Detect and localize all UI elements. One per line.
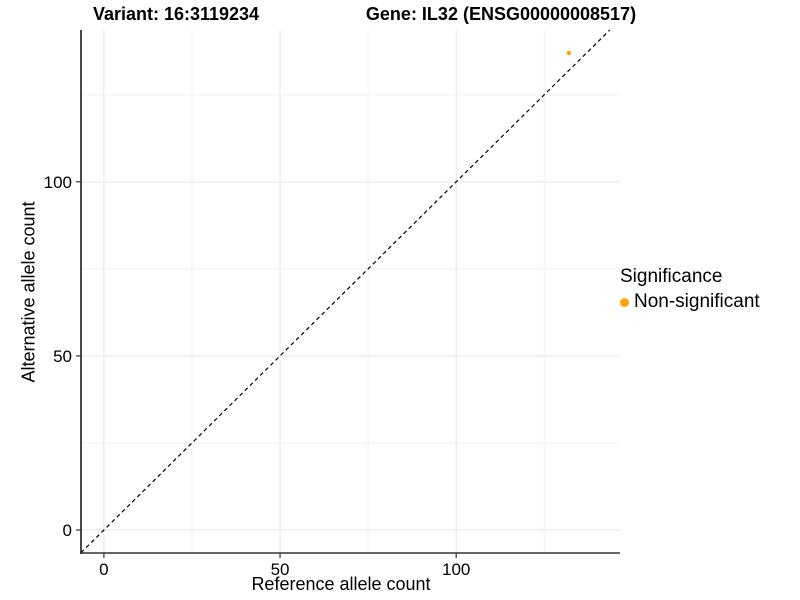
legend-title: Significance <box>620 266 723 287</box>
legend-point-icon <box>620 297 629 307</box>
y-tick-label: 0 <box>63 521 72 540</box>
legend-item-label: Non-significant <box>634 291 760 312</box>
legend-item: Non-significant <box>620 291 760 313</box>
gene-title: Gene: IL32 (ENSG00000008517) <box>365 4 637 24</box>
x-tick-label: 100 <box>442 560 470 579</box>
x-axis-label: Reference allele count <box>251 574 431 594</box>
variant-title: Variant: 16:3119234 <box>92 4 260 24</box>
y-tick-label: 50 <box>53 347 72 366</box>
data-point <box>566 50 572 56</box>
legend: Significance Non-significant <box>620 266 760 313</box>
y-axis-label: Alternative allele count <box>18 201 39 383</box>
x-tick-label: 50 <box>271 560 290 579</box>
x-tick-label: 0 <box>99 560 108 579</box>
y-tick-label: 100 <box>44 173 72 192</box>
identity-line <box>80 29 611 554</box>
